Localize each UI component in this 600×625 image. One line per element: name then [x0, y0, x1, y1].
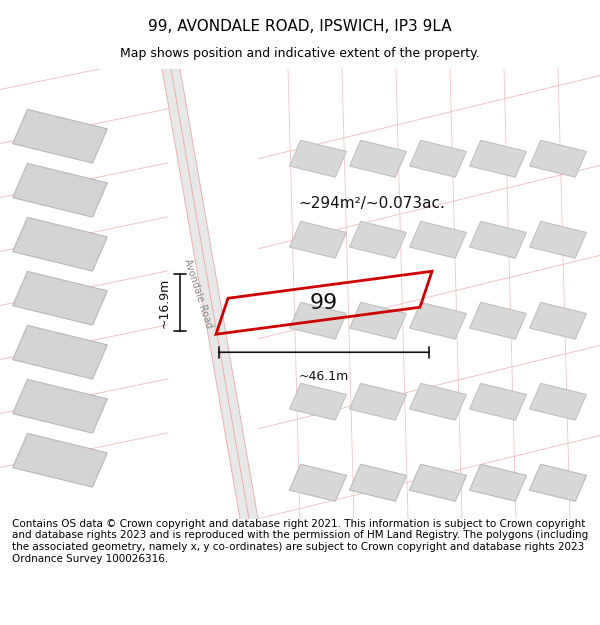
Polygon shape	[290, 383, 346, 420]
Text: 99: 99	[310, 292, 338, 312]
Text: ~16.9m: ~16.9m	[158, 278, 171, 328]
Polygon shape	[410, 464, 466, 501]
Polygon shape	[410, 221, 466, 258]
Polygon shape	[290, 302, 346, 339]
Polygon shape	[13, 217, 107, 271]
Polygon shape	[350, 464, 406, 501]
Polygon shape	[290, 464, 346, 501]
Polygon shape	[13, 271, 107, 325]
Polygon shape	[530, 464, 586, 501]
Polygon shape	[470, 383, 526, 420]
Polygon shape	[162, 69, 258, 519]
Text: Contains OS data © Crown copyright and database right 2021. This information is : Contains OS data © Crown copyright and d…	[12, 519, 588, 564]
Polygon shape	[290, 221, 346, 258]
Polygon shape	[410, 302, 466, 339]
Polygon shape	[13, 326, 107, 379]
Text: Avondale Road: Avondale Road	[182, 258, 214, 330]
Polygon shape	[290, 464, 346, 501]
Polygon shape	[410, 464, 466, 501]
Polygon shape	[350, 141, 406, 177]
Polygon shape	[470, 302, 526, 339]
Polygon shape	[470, 221, 526, 258]
Polygon shape	[410, 383, 466, 420]
Polygon shape	[350, 464, 406, 501]
Polygon shape	[530, 464, 586, 501]
Polygon shape	[530, 221, 586, 258]
Polygon shape	[350, 221, 406, 258]
Polygon shape	[530, 383, 586, 420]
Polygon shape	[350, 383, 406, 420]
Polygon shape	[410, 141, 466, 177]
Polygon shape	[13, 109, 107, 163]
Polygon shape	[470, 464, 526, 501]
Text: ~46.1m: ~46.1m	[299, 370, 349, 383]
Polygon shape	[530, 302, 586, 339]
Polygon shape	[470, 464, 526, 501]
Text: ~294m²/~0.073ac.: ~294m²/~0.073ac.	[299, 196, 445, 211]
Polygon shape	[13, 379, 107, 433]
Polygon shape	[350, 302, 406, 339]
Polygon shape	[530, 141, 586, 177]
Polygon shape	[290, 141, 346, 177]
Polygon shape	[470, 141, 526, 177]
Polygon shape	[13, 433, 107, 487]
Text: 99, AVONDALE ROAD, IPSWICH, IP3 9LA: 99, AVONDALE ROAD, IPSWICH, IP3 9LA	[148, 19, 452, 34]
Polygon shape	[13, 163, 107, 217]
Text: Map shows position and indicative extent of the property.: Map shows position and indicative extent…	[120, 46, 480, 59]
